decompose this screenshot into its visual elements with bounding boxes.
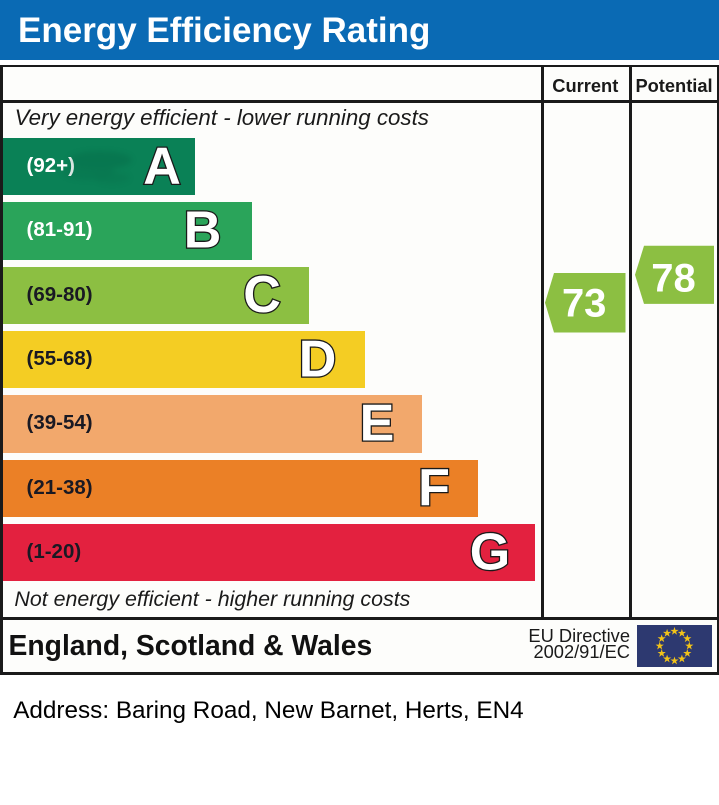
svg-text:D: D (299, 330, 337, 388)
svg-text:E: E (360, 394, 395, 452)
svg-text:G: G (470, 523, 510, 581)
svg-text:73: 73 (562, 282, 607, 326)
svg-text:78: 78 (651, 256, 696, 300)
svg-text:A: A (143, 137, 181, 195)
svg-text:B: B (184, 201, 222, 259)
svg-text:C: C (243, 266, 281, 324)
svg-text:F: F (418, 459, 450, 517)
